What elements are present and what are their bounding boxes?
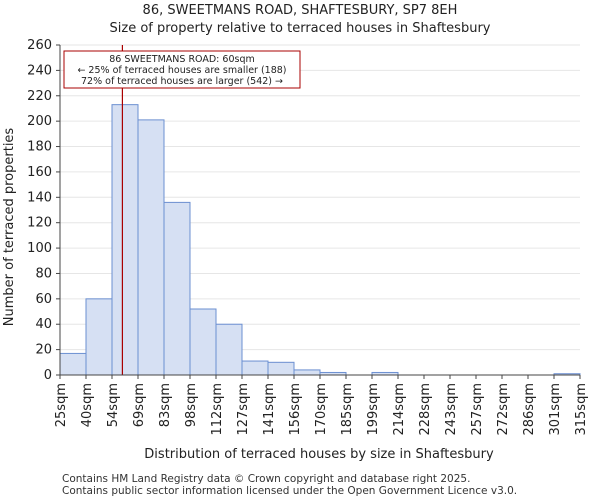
x-tick-label: 98sqm [184,383,199,427]
x-tick-label: 156sqm [288,383,303,436]
x-tick-label: 315sqm [574,383,589,436]
x-tick-label: 83sqm [158,383,173,427]
x-tick-label: 170sqm [314,383,329,436]
x-tick-labels: 25sqm 40sqm 54sqm 69sqm 83sqm 98sqm 112sqm 127s… [54,375,589,436]
y-tick-label: 260 [27,38,52,53]
y-tick-label: 140 [27,190,52,205]
x-tick-label: 185sqm [340,383,355,436]
x-tick-label: 228sqm [418,383,433,436]
y-tick-label: 40 [35,317,52,332]
x-tick-label: 199sqm [366,383,381,436]
x-tick-label: 25sqm [54,383,69,427]
y-tick-label: 80 [35,266,52,281]
x-tick-label: 286sqm [522,383,537,436]
bar-141sqm [267,361,295,376]
bars [59,104,581,376]
annotation-line-1: 86 SWEETMANS ROAD: 60sqm [109,54,254,65]
y-tick-labels: 0 20 40 60 80 100 120 140 160 180 200 220 240 260 [27,38,60,383]
x-tick-label: 54sqm [106,383,121,427]
x-tick-label: 301sqm [548,383,563,436]
y-tick-label: 220 [27,89,52,104]
y-tick-label: 120 [27,216,52,231]
y-tick-label: 200 [27,114,52,129]
y-tick-label: 180 [27,140,52,155]
histogram-chart: 0 20 40 60 80 100 120 140 160 180 200 220 240 260 25s… [2,38,589,462]
bar-98sqm [189,308,217,376]
bar-156sqm [293,369,321,376]
footer-line-2: Contains public sector information licen… [62,485,518,497]
x-tick-label: 214sqm [392,383,407,436]
y-tick-label: 60 [35,292,52,307]
y-tick-label: 160 [27,165,52,180]
x-tick-label: 141sqm [262,383,277,436]
bar-83sqm [163,201,191,376]
x-axis-label: Distribution of terraced houses by size … [144,447,494,462]
bar-25sqm [59,352,87,376]
annotation-line-2: ← 25% of terraced houses are smaller (18… [77,65,286,76]
x-tick-label: 257sqm [470,383,485,436]
footer-line-1: Contains HM Land Registry data © Crown c… [62,473,471,485]
y-tick-label: 100 [27,241,52,256]
x-tick-label: 243sqm [444,383,459,436]
y-tick-label: 20 [35,343,52,358]
annotation-line-3: 72% of terraced houses are larger (542) … [81,76,283,87]
marker-annotation: 86 SWEETMANS ROAD: 60sqm← 25% of terrace… [63,50,301,89]
x-tick-label: 40sqm [80,383,95,427]
chart-subtitle: Size of property relative to terraced ho… [109,21,491,36]
x-tick-label: 127sqm [236,383,251,436]
annotation-box [63,50,301,89]
chart-title: 86, SWEETMANS ROAD, SHAFTESBURY, SP7 8EH [142,3,458,18]
bar-112sqm [215,323,243,376]
x-tick-label: 69sqm [132,383,147,427]
x-tick-label: 112sqm [210,383,225,436]
bar-54sqm [111,104,139,376]
bar-69sqm [137,119,165,376]
y-tick-label: 240 [27,63,52,78]
bar-40sqm [85,298,113,376]
x-tick-label: 272sqm [496,383,511,436]
y-axis-label: Number of terraced properties [2,128,17,327]
y-tick-label: 0 [44,368,52,383]
bar-127sqm [241,360,269,376]
